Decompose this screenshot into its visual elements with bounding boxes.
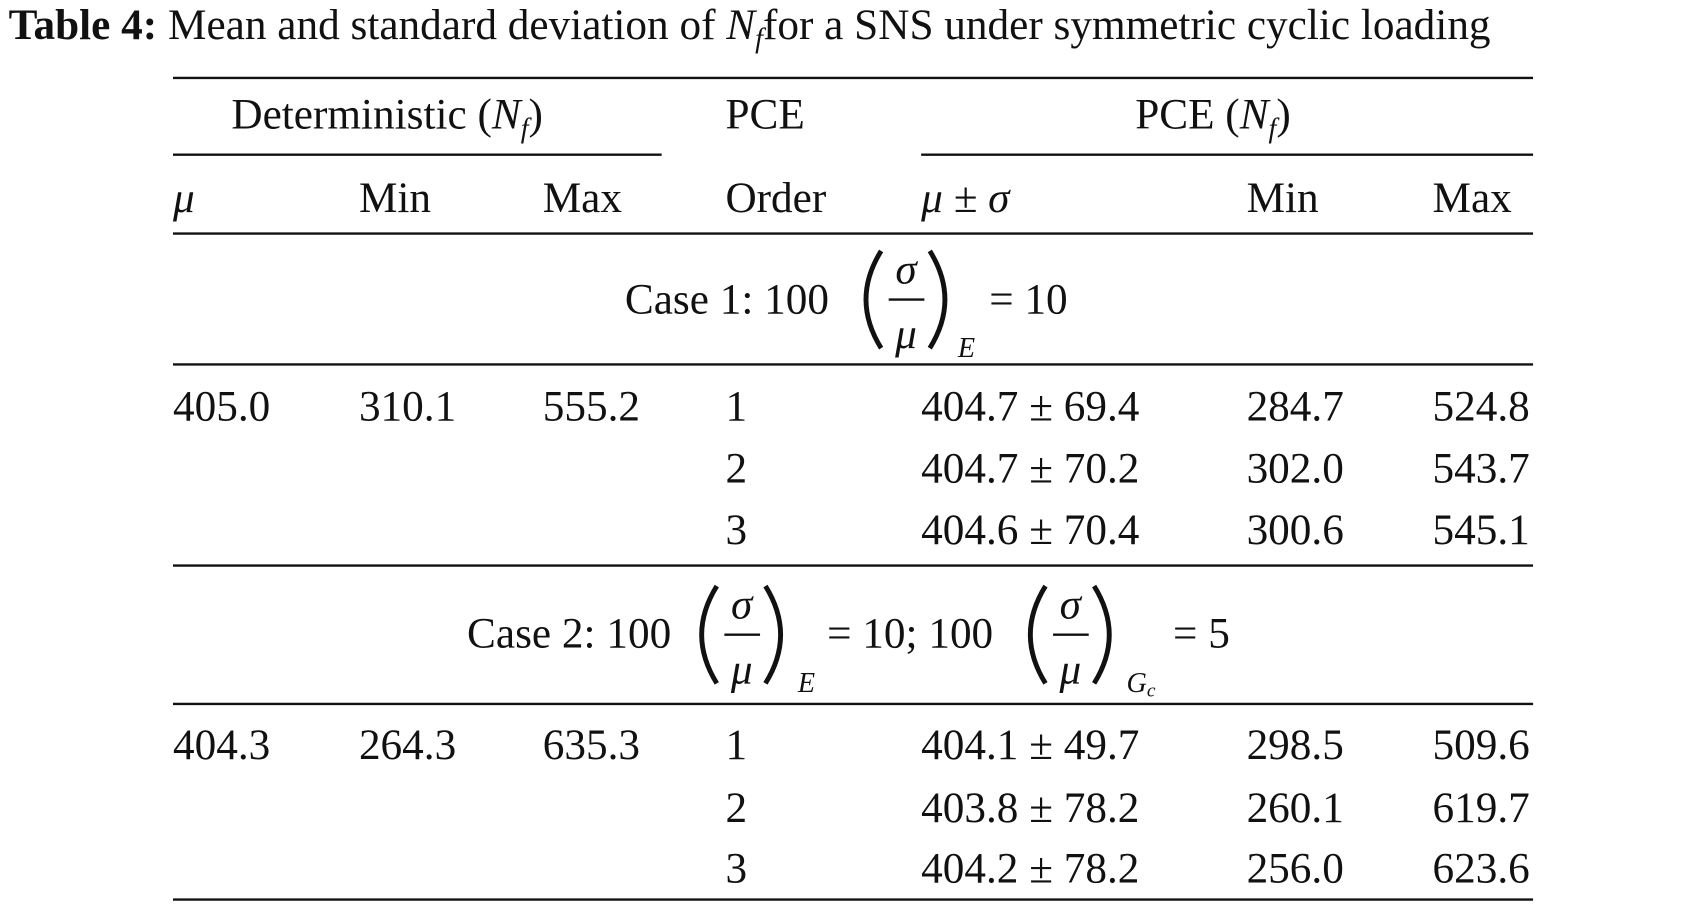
cell: 2 [725,784,747,832]
header-text: PCE ( [1135,91,1240,139]
paren [863,249,884,350]
cell: 1 [725,721,747,769]
sub-subscript: c [1147,680,1156,701]
caption: Table 4: Mean and standard deviation of … [9,1,1491,55]
cell: 543.7 [1433,444,1530,492]
fraction-numerator: σ [895,245,918,293]
cell: 619.7 [1433,784,1530,832]
cell: 264.3 [359,721,456,769]
cell: 260.1 [1247,784,1344,832]
paren [699,584,719,685]
fraction-subscript: E [957,333,975,364]
column-header: μ ± σ [920,174,1011,222]
column-header: Max [1433,174,1513,222]
fraction-numerator: σ [731,580,754,628]
case-title: = 10 [989,276,1067,324]
header-group: PCE (Nf) [1135,91,1291,145]
cell: 2 [725,444,747,492]
cell: 256.0 [1247,844,1344,892]
case-title: = 5 [1173,610,1230,658]
cell: 300.6 [1247,506,1344,554]
caption-text: for a SNS under symmetric cyclic loading [763,1,1491,49]
header-symbol: N [1239,91,1271,139]
cell: 404.1 ± 49.7 [921,721,1139,769]
caption-text: Mean and standard deviation of [168,1,716,49]
cell: 298.5 [1247,721,1344,769]
column-header: Max [543,174,623,222]
paren [927,249,948,350]
cell: 404.7 ± 70.2 [921,444,1139,492]
fraction-denominator: μ [894,310,917,358]
cell: 524.8 [1433,383,1530,431]
paren [1028,584,1048,685]
header-text: ) [529,91,543,139]
column-header: Min [1247,174,1319,222]
fraction-numerator: σ [1060,580,1083,628]
case-title: = 10; 100 [827,610,993,658]
fraction-denominator: μ [1058,645,1081,693]
fraction-subscript: Gc [1127,668,1156,701]
cell: 302.0 [1247,444,1344,492]
case-title: Case 1: 100 [625,276,829,324]
column-header: Order [725,174,826,222]
cell: 284.7 [1247,383,1344,431]
cell: 509.6 [1433,721,1530,769]
column-header: Min [359,174,431,222]
cell: 403.8 ± 78.2 [921,784,1139,832]
paren [1092,584,1112,685]
cell: 404.3 [173,721,270,769]
header-text: Deterministic ( [231,91,492,139]
header-symbol: N [491,91,523,139]
fraction-denominator: μ [730,645,753,693]
case-title: Case 2: 100 [467,610,671,658]
caption-label: Table 4: [9,1,158,49]
cell: 623.6 [1433,844,1530,892]
cell: 3 [725,844,747,892]
cell: 555.2 [543,383,640,431]
cell: 310.1 [359,383,456,431]
caption-symbol: N [725,1,757,49]
subscript: G [1127,668,1147,699]
cell: 545.1 [1433,506,1530,554]
cell: 635.3 [543,721,640,769]
header-group: Deterministic (Nf) [231,91,543,145]
paren [763,584,783,685]
cell: 404.6 ± 70.4 [921,506,1139,554]
cell: 405.0 [173,383,270,431]
cell: 1 [725,383,747,431]
cell: 404.7 ± 69.4 [921,383,1139,431]
header-pce: PCE [725,91,804,139]
header-text: ) [1276,91,1290,139]
cell: 404.2 ± 78.2 [921,844,1139,892]
fraction-subscript: E [797,668,815,699]
column-header: μ [172,174,195,222]
cell: 3 [725,506,747,554]
